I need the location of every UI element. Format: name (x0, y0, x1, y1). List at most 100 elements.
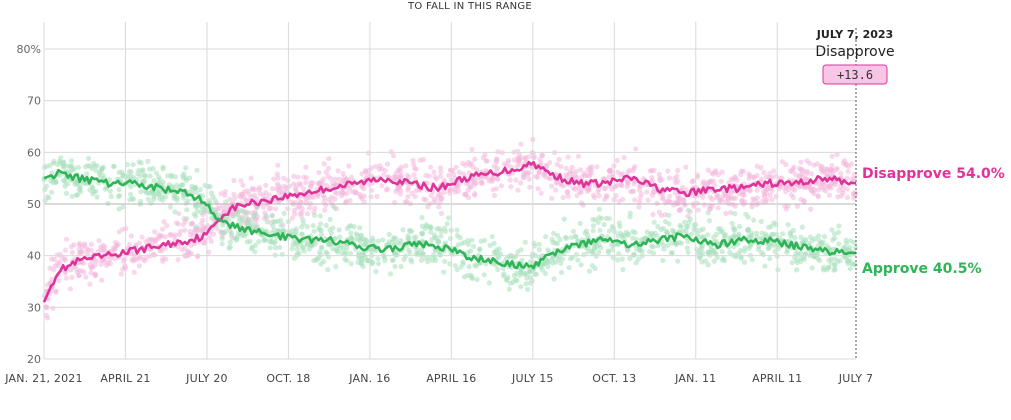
poll-dot (269, 212, 275, 218)
poll-dot (590, 223, 597, 229)
poll-dot (538, 190, 544, 196)
poll-dot (769, 188, 775, 194)
poll-dot (763, 174, 769, 180)
poll-dot (47, 162, 53, 168)
poll-dot (301, 174, 307, 180)
poll-dot (456, 169, 462, 175)
poll-dot (798, 234, 804, 240)
poll-dot (656, 171, 662, 177)
poll-dot (675, 167, 681, 174)
poll-dot (337, 245, 343, 251)
poll-dot (408, 256, 414, 263)
poll-dot (726, 180, 732, 186)
poll-dot (614, 157, 620, 164)
poll-dot (89, 247, 95, 253)
poll-dot (572, 173, 578, 179)
poll-dot (339, 193, 345, 199)
poll-dot (310, 223, 316, 229)
poll-dot (690, 193, 696, 199)
poll-dot (545, 247, 551, 253)
poll-dot (375, 261, 382, 267)
poll-dot (303, 180, 309, 186)
poll-dot (632, 163, 638, 170)
poll-dot (438, 233, 444, 239)
poll-dot (546, 160, 553, 166)
poll-dot (208, 238, 214, 244)
poll-dot (818, 166, 824, 172)
poll-dot (498, 183, 504, 189)
poll-dot (469, 237, 475, 243)
poll-dot (294, 246, 300, 252)
poll-dot (46, 195, 52, 201)
poll-dot (194, 167, 200, 173)
poll-dot (538, 264, 544, 270)
poll-dot (577, 189, 583, 195)
poll-dot (660, 257, 666, 264)
poll-dot (752, 197, 758, 203)
poll-dot (829, 163, 835, 169)
poll-dot (77, 241, 83, 247)
poll-dot (508, 184, 514, 190)
poll-dot (437, 198, 443, 204)
poll-dot (721, 258, 728, 264)
poll-dot (256, 239, 262, 245)
poll-dot (461, 274, 467, 280)
poll-dot (192, 184, 198, 191)
poll-dot (419, 230, 425, 236)
poll-dot (805, 168, 811, 175)
poll-dot (184, 216, 190, 222)
poll-dot (745, 228, 751, 234)
poll-dot (661, 242, 667, 248)
poll-dot (834, 152, 840, 158)
poll-dot (116, 229, 122, 235)
poll-dot (75, 164, 82, 170)
poll-dot (410, 157, 416, 163)
poll-dot (723, 210, 729, 216)
poll-dot (525, 154, 532, 160)
poll-dot (301, 186, 307, 192)
poll-dot (849, 261, 855, 267)
poll-dot (82, 164, 89, 170)
poll-dot (106, 177, 113, 183)
poll-dot (304, 224, 310, 230)
poll-dot (323, 202, 329, 208)
poll-dot (798, 255, 804, 262)
poll-dot (458, 264, 464, 270)
poll-dot (239, 217, 245, 223)
poll-dot (63, 236, 70, 242)
poll-dot (542, 271, 549, 277)
poll-dot (233, 237, 239, 243)
poll-dot (107, 256, 113, 262)
poll-dot (272, 245, 278, 251)
poll-dot (454, 267, 460, 273)
poll-dot (59, 255, 65, 261)
poll-dot (275, 175, 281, 181)
poll-dot (68, 169, 74, 175)
poll-dot (94, 194, 100, 200)
poll-dot (536, 247, 543, 253)
poll-dot (342, 256, 348, 262)
poll-dot (184, 207, 190, 213)
poll-dot (763, 187, 769, 193)
margin-value: +13.6 (837, 68, 873, 82)
poll-dot (198, 221, 204, 227)
poll-dot (783, 161, 789, 168)
poll-dot (332, 205, 338, 211)
poll-dot (274, 181, 280, 187)
poll-dot (139, 234, 145, 240)
poll-dot (319, 231, 325, 237)
poll-dot (227, 196, 233, 202)
poll-dot (779, 159, 785, 165)
poll-dot (156, 187, 162, 193)
poll-dot (249, 185, 256, 192)
date-annotation: JULY 7, 2023 Disapprove +13.6 (815, 28, 895, 85)
poll-dot (183, 253, 189, 259)
poll-dot (627, 210, 633, 216)
poll-dot (561, 183, 567, 189)
poll-dot (598, 215, 605, 221)
poll-dot (745, 214, 751, 220)
poll-dot (754, 187, 760, 193)
poll-dot (474, 276, 480, 283)
poll-dot (374, 193, 380, 200)
poll-dot (508, 254, 514, 260)
